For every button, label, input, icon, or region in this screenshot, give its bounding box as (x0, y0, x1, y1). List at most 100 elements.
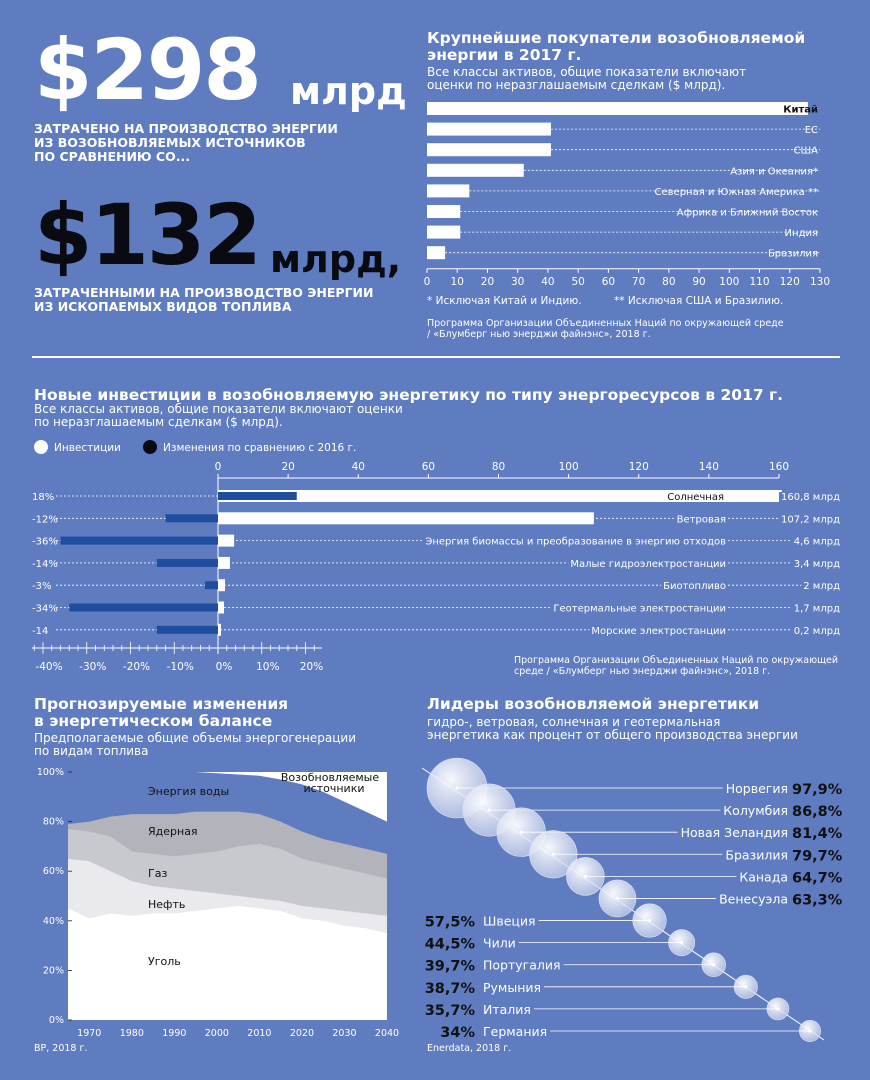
headline-unit-1: млрд (290, 69, 407, 113)
mix-y-tick-label: 100% (37, 767, 64, 778)
leaders-country-label: Бразилия (725, 847, 788, 862)
invest-category-label: Малые гидроэлектростанции (570, 559, 726, 570)
leaders-value-label: 64,7% (792, 870, 843, 886)
mix-chart: 0% 20% 40% 60% 80% 100% 1970 1980 1990 2000 2010 20… (37, 767, 399, 1039)
leaders-chart: Норвегия 97,9% Колумбия 86,8% Новая Зеландия… (421, 757, 843, 1042)
invest-change-bar (69, 603, 218, 612)
leaders-subtitle: гидро-, ветровая, солнечная и геотермаль… (427, 715, 798, 742)
mix-x-tick-label: 1980 (120, 1028, 144, 1039)
invest-category-label: Ветровая (677, 514, 726, 525)
leaders-country-label: Германия (483, 1024, 547, 1039)
invest-label-bg (568, 558, 728, 570)
leaders-value-label: 44,5% (425, 937, 476, 953)
buyers-bar (427, 246, 446, 260)
buyers-bar (427, 102, 808, 115)
invest-top-tick-label: 20 (281, 461, 294, 473)
leaders-bubble-center (712, 963, 716, 967)
invest-bar (218, 490, 782, 502)
invest-top-tick-label: 60 (422, 461, 435, 473)
invest-bar (218, 556, 230, 569)
invest-change-bar (156, 625, 218, 634)
invest-change-label: -36% (32, 537, 58, 548)
buyers-category-label: Бразилия (768, 249, 818, 260)
mix-series-label: источники (304, 782, 365, 795)
buyers-x-tick-label: 40 (541, 276, 554, 288)
leaders-label-bg (720, 803, 791, 819)
invest-bottom-tick-label: -20% (123, 661, 150, 673)
invest-bar (218, 623, 221, 636)
leaders-country-label: Венесуэла (719, 891, 788, 906)
mix-y-tick-label: 0% (49, 1015, 64, 1026)
leaders-value-label: 86,8% (792, 804, 843, 820)
leaders-label-bg (716, 891, 791, 907)
legend-change-swatch (143, 440, 157, 454)
invest-change-label: -14% (32, 559, 58, 570)
buyers-x-tick-label: 30 (511, 276, 524, 288)
invest-category-label: Морские электростанции (591, 626, 726, 637)
invest-chart: Инвестиции Изменения по сравнению с 2016 … (32, 440, 843, 673)
buyers-title: Крупнейшие покупатели возобновляемой эне… (427, 29, 806, 64)
leaders-label-bg (677, 825, 791, 841)
leaders-country-label: Италия (483, 1002, 531, 1017)
buyers-x-tick-label: 60 (602, 276, 615, 288)
leaders-label-bg (480, 957, 564, 973)
legend-investments-swatch (34, 440, 48, 454)
buyers-category-label: Африка и Ближний Восток (677, 208, 818, 219)
buyers-chart: Китай ЕС США Азия и Океания* Северная и Южна… (424, 102, 830, 288)
buyers-footnote-1: * Исключая Китай и Индию. (427, 295, 582, 307)
mix-series-label: Газ (148, 867, 167, 880)
leaders-label-bg (480, 935, 519, 951)
buyers-x-tick-label: 90 (692, 276, 705, 288)
invest-value-label: 3,4 млрд (794, 559, 840, 570)
mix-x-tick-label: 2000 (205, 1028, 229, 1039)
invest-label-bg (674, 514, 728, 526)
invest-change-label: -14 (32, 626, 48, 637)
invest-label-bg (551, 603, 728, 615)
invest-label-bg (423, 536, 729, 548)
leaders-bubble-center (551, 852, 555, 856)
legend-investments-label: Инвестиции (54, 442, 121, 454)
mix-subtitle: Предполагаемые общие объемы энергогенера… (34, 731, 357, 758)
mix-series-label: Ядерная (148, 825, 198, 838)
invest-source: Программа Организации Объединенных Наций… (514, 655, 839, 677)
buyers-x-tick-label: 20 (481, 276, 494, 288)
leaders-value-label: 63,3% (792, 892, 843, 908)
leaders-bubble-center (583, 874, 587, 878)
invest-label-bg (661, 581, 728, 593)
mix-series-label: Уголь (148, 955, 181, 968)
invest-value-bg (791, 558, 843, 570)
buyers-x-tick-label: 120 (780, 276, 800, 288)
headline-caption-2: ЗАТРАЧЕННЫМИ НА ПРОИЗВОДСТВО ЭНЕРГИИ ИЗ … (34, 285, 374, 314)
buyers-bar (427, 143, 551, 157)
leaders-label-bg (736, 869, 791, 885)
leaders-country-label: Румыния (483, 980, 541, 995)
headline-caption-1: ЗАТРАЧЕНО НА ПРОИЗВОДСТВО ЭНЕРГИИ ИЗ ВОЗ… (34, 121, 338, 164)
invest-top-tick-label: 120 (629, 461, 649, 473)
leaders-country-label: Норвегия (726, 781, 788, 796)
invest-bottom-tick-label: -40% (35, 661, 62, 673)
leaders-country-label: Канада (739, 869, 788, 884)
invest-bottom-tick-label: 20% (300, 661, 323, 673)
leaders-country-label: Новая Зеландия (681, 825, 788, 840)
invest-value-bg (801, 581, 843, 593)
invest-value-label: 2 млрд (803, 581, 840, 592)
invest-bar (218, 601, 224, 614)
invest-value-bg (791, 536, 843, 548)
invest-change-bar (165, 514, 218, 523)
buyers-source: Программа Организации Объединенных Наций… (427, 318, 784, 340)
invest-value-bg (778, 492, 843, 503)
leaders-label-bg (480, 1001, 534, 1017)
invest-value-label: 4,6 млрд (794, 537, 840, 548)
buyers-x-tick-label: 80 (662, 276, 675, 288)
leaders-bubble-center (519, 830, 523, 834)
buyers-x-tick-label: 130 (810, 276, 830, 288)
invest-change-bar (218, 492, 297, 500)
mix-y-tick-label: 60% (43, 866, 64, 877)
buyers-category-label: США (793, 146, 818, 157)
invest-value-bg (778, 514, 843, 526)
leaders-country-label: Швеция (483, 914, 536, 929)
invest-subtitle: Все классы активов, общие показатели вкл… (34, 402, 403, 429)
buyers-bar (427, 122, 551, 136)
invest-bottom-tick-label: 10% (256, 661, 279, 673)
headline-unit-2: млрд, (270, 237, 402, 281)
